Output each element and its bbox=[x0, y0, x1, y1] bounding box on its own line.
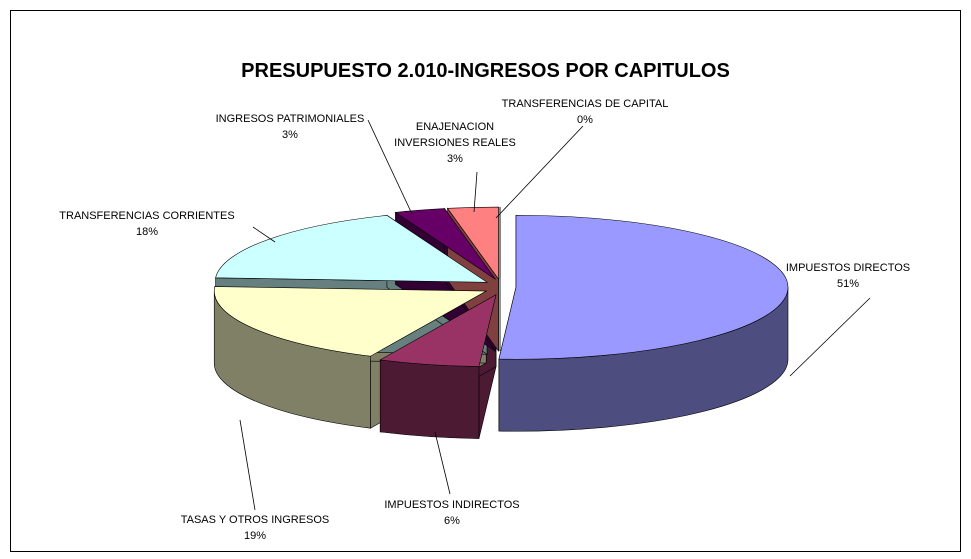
value-label: 6% bbox=[444, 515, 460, 527]
value-label: 19% bbox=[243, 530, 267, 542]
value-label: 3% bbox=[282, 129, 298, 141]
leader-line bbox=[473, 171, 478, 213]
category-label: TRANSFERENCIAS CORRIENTES bbox=[59, 210, 235, 222]
category-label: INGRESOS PATRIMONIALES bbox=[215, 113, 365, 125]
chart-title: PRESUPUESTO 2.010-INGRESOS POR CAPITULOS bbox=[241, 60, 730, 82]
slice-tops bbox=[213, 206, 789, 367]
leader-line bbox=[239, 419, 256, 511]
leader-line bbox=[789, 297, 871, 377]
data-label: INGRESOS PATRIMONIALES 3% bbox=[190, 111, 390, 143]
value-label: 51% bbox=[836, 278, 860, 290]
slice bbox=[213, 286, 488, 357]
data-label: TASAS Y OTROS INGRESOS 19% bbox=[145, 512, 365, 544]
data-label: ENAJENACION INVERSIONES REALES 3% bbox=[380, 119, 530, 167]
outer-walls bbox=[213, 287, 789, 439]
value-label: 3% bbox=[447, 153, 463, 165]
slice bbox=[498, 214, 789, 360]
leader-line bbox=[434, 431, 451, 495]
data-label: IMPUESTOS DIRECTOS 51% bbox=[748, 260, 948, 292]
leader-line bbox=[252, 226, 276, 243]
slice bbox=[446, 206, 499, 280]
value-label: 18% bbox=[135, 226, 159, 238]
data-label: IMPUESTOS INDIRECTOS 6% bbox=[352, 497, 552, 529]
slice-outer-wall bbox=[379, 359, 480, 439]
leader-line bbox=[367, 119, 413, 215]
data-label: TRANSFERENCIAS DE CAPITAL 0% bbox=[485, 96, 685, 128]
category-label: IMPUESTOS DIRECTOS bbox=[785, 262, 911, 274]
slice bbox=[394, 208, 496, 280]
category-label: ENAJENACION INVERSIONES REALES bbox=[394, 121, 516, 149]
category-label: TASAS Y OTROS INGRESOS bbox=[180, 514, 330, 526]
slice bbox=[379, 294, 497, 367]
value-label: 0% bbox=[577, 114, 593, 126]
slice bbox=[215, 215, 489, 283]
leader-line bbox=[495, 125, 584, 219]
data-label: TRANSFERENCIAS CORRIENTES 18% bbox=[37, 208, 257, 240]
category-label: IMPUESTOS INDIRECTOS bbox=[384, 499, 520, 511]
category-label: TRANSFERENCIAS DE CAPITAL bbox=[501, 98, 669, 110]
